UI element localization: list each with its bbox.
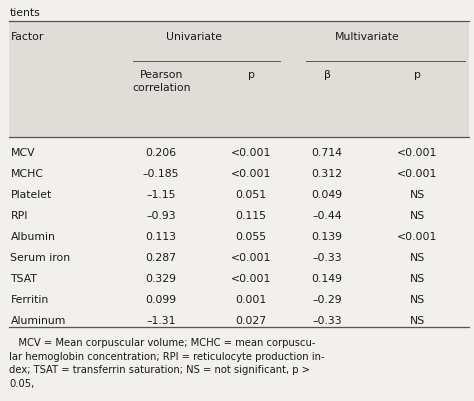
Text: NS: NS xyxy=(410,294,425,304)
Text: <0.001: <0.001 xyxy=(231,252,272,262)
Text: –1.15: –1.15 xyxy=(146,190,176,200)
Text: <0.001: <0.001 xyxy=(231,273,272,283)
Text: NS: NS xyxy=(410,190,425,200)
Text: β: β xyxy=(324,70,330,80)
Text: RPI: RPI xyxy=(10,211,28,221)
Text: Aluminum: Aluminum xyxy=(10,315,66,325)
Text: <0.001: <0.001 xyxy=(231,148,272,158)
Text: MCHC: MCHC xyxy=(10,168,44,178)
Text: 0.049: 0.049 xyxy=(311,190,343,200)
Text: tients: tients xyxy=(9,8,40,18)
Text: TSAT: TSAT xyxy=(10,273,37,283)
Text: NS: NS xyxy=(410,211,425,221)
Text: 0.115: 0.115 xyxy=(236,211,267,221)
Text: Ferritin: Ferritin xyxy=(10,294,49,304)
Text: –0.33: –0.33 xyxy=(312,315,342,325)
Text: –0.29: –0.29 xyxy=(312,294,342,304)
Text: 0.001: 0.001 xyxy=(236,294,267,304)
Text: <0.001: <0.001 xyxy=(397,168,438,178)
Text: 0.051: 0.051 xyxy=(236,190,267,200)
Text: NS: NS xyxy=(410,252,425,262)
Text: –0.93: –0.93 xyxy=(146,211,176,221)
Text: –0.185: –0.185 xyxy=(143,168,180,178)
Text: <0.001: <0.001 xyxy=(397,148,438,158)
Text: Factor: Factor xyxy=(10,32,44,42)
Text: –0.44: –0.44 xyxy=(312,211,342,221)
Text: 0.099: 0.099 xyxy=(146,294,177,304)
Text: Serum iron: Serum iron xyxy=(10,252,71,262)
Text: p: p xyxy=(248,70,255,80)
Text: NS: NS xyxy=(410,315,425,325)
Text: Multivariate: Multivariate xyxy=(335,32,400,42)
Text: MCV = Mean corpuscular volume; MCHC = mean corpuscu-
lar hemoglobin concentratio: MCV = Mean corpuscular volume; MCHC = me… xyxy=(9,337,325,388)
Text: 0.287: 0.287 xyxy=(146,252,177,262)
Text: 0.113: 0.113 xyxy=(146,231,177,241)
Text: 0.206: 0.206 xyxy=(146,148,177,158)
Text: 0.149: 0.149 xyxy=(311,273,343,283)
Text: –0.33: –0.33 xyxy=(312,252,342,262)
Text: Pearson
correlation: Pearson correlation xyxy=(132,70,191,93)
Text: 0.312: 0.312 xyxy=(311,168,343,178)
Text: p: p xyxy=(414,70,420,80)
Text: Albumin: Albumin xyxy=(10,231,55,241)
Text: <0.001: <0.001 xyxy=(231,168,272,178)
Text: 0.027: 0.027 xyxy=(236,315,267,325)
Text: NS: NS xyxy=(410,273,425,283)
Text: Univariate: Univariate xyxy=(166,32,222,42)
Text: 0.329: 0.329 xyxy=(146,273,177,283)
Text: MCV: MCV xyxy=(10,148,35,158)
Text: –1.31: –1.31 xyxy=(146,315,176,325)
Text: <0.001: <0.001 xyxy=(397,231,438,241)
Text: 0.714: 0.714 xyxy=(311,148,343,158)
Text: 0.139: 0.139 xyxy=(311,231,343,241)
Text: 0.055: 0.055 xyxy=(236,231,267,241)
FancyBboxPatch shape xyxy=(9,22,469,138)
Text: Platelet: Platelet xyxy=(10,190,52,200)
